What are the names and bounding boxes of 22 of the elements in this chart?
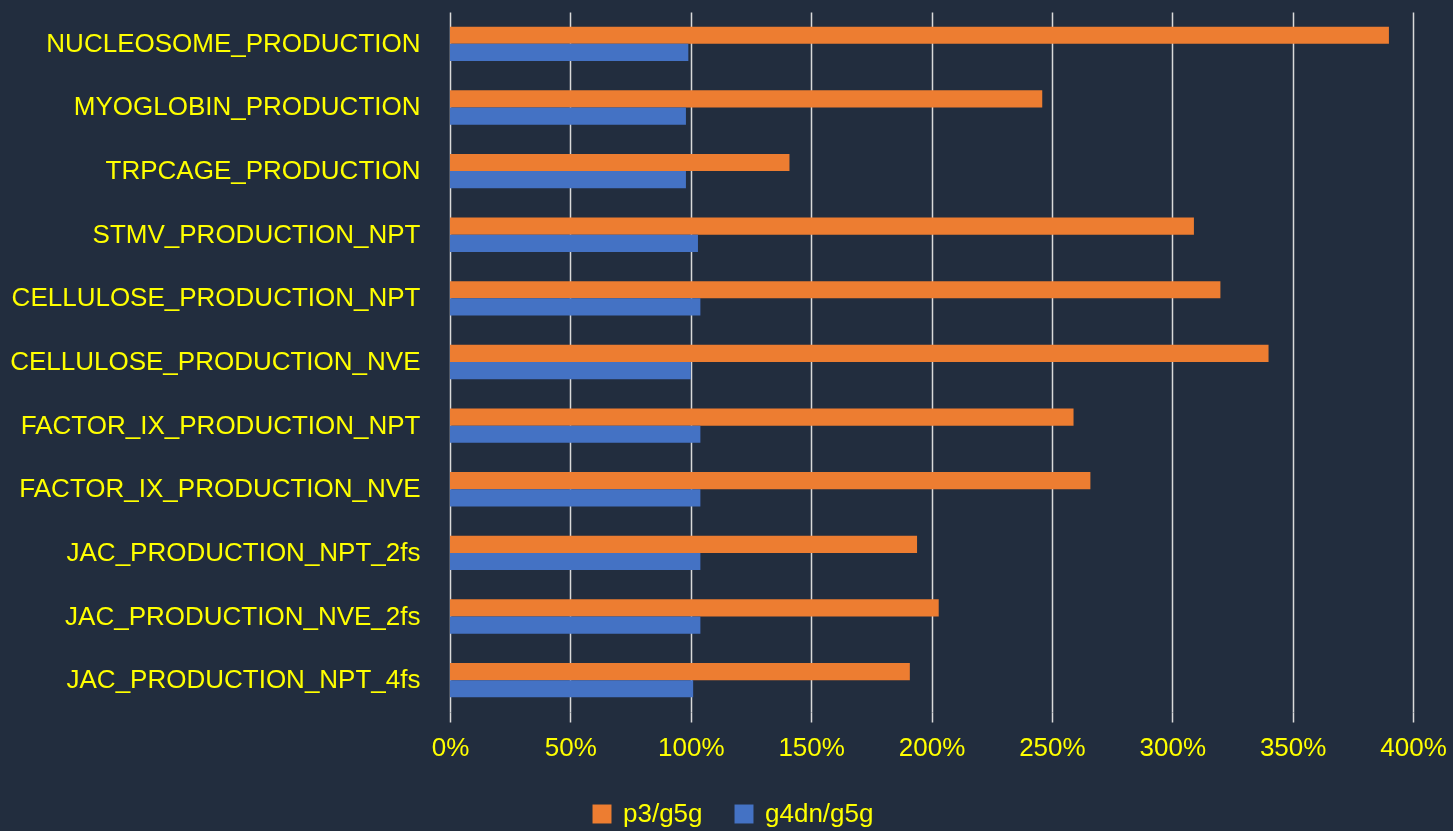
y-tick-label: STMV_PRODUCTION_NPT <box>92 218 421 249</box>
x-tick-label: 150% <box>778 731 845 762</box>
y-tick-label: JAC_PRODUCTION_NVE_2fs <box>65 600 421 631</box>
x-tick-label: 400% <box>1380 731 1447 762</box>
y-tick-label: NUCLEOSOME_PRODUCTION <box>46 27 421 58</box>
y-tick-label: JAC_PRODUCTION_NPT_2fs <box>66 536 421 567</box>
x-tick-label: 0% <box>431 731 470 762</box>
x-tick-label: 350% <box>1259 731 1327 762</box>
x-tick-label: 100% <box>658 731 725 762</box>
y-tick-label: CELLULOSE_PRODUCTION_NVE <box>10 346 421 376</box>
x-tick-label: 200% <box>898 731 966 762</box>
y-tick-label: MYOGLOBIN_PRODUCTION <box>73 91 421 122</box>
x-tick-label: 50% <box>544 731 597 762</box>
y-tick-label: FACTOR_IX_PRODUCTION_NVE <box>19 473 421 504</box>
y-tick-label: TRPCAGE_PRODUCTION <box>105 155 421 186</box>
legend-label: p3/g5g <box>623 798 703 828</box>
x-tick-label: 250% <box>1019 731 1086 762</box>
y-tick-label: JAC_PRODUCTION_NPT_4fs <box>66 664 421 695</box>
legend-label: g4dn/g5g <box>765 798 874 828</box>
x-tick-label: 300% <box>1139 731 1206 762</box>
y-tick-label: CELLULOSE_PRODUCTION_NPT <box>11 282 421 313</box>
y-tick-label: FACTOR_IX_PRODUCTION_NPT <box>20 409 421 440</box>
